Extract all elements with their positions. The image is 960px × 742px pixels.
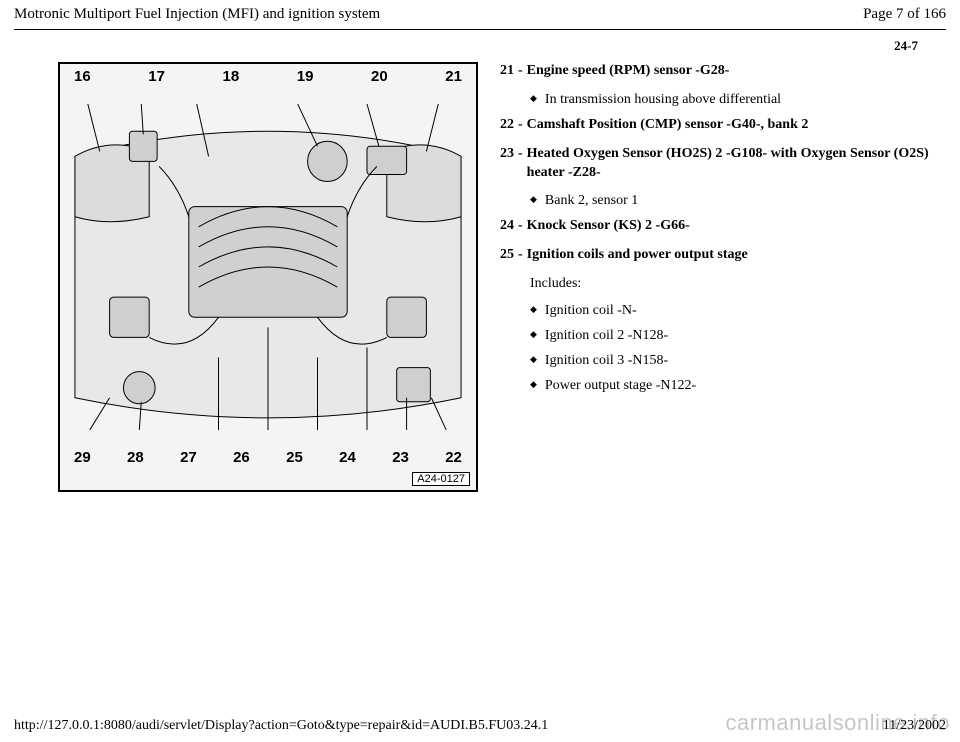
callout-sub-bullet: Power output stage -N122- [500, 377, 932, 396]
figure-label: 22 [445, 449, 462, 466]
figure-id: A24-0127 [412, 472, 470, 486]
figure-label: 17 [148, 68, 165, 85]
callout-dash: - [514, 62, 527, 81]
engine-figure: 16 17 18 19 20 21 [58, 62, 478, 492]
figure-top-labels: 16 17 18 19 20 21 [60, 64, 476, 89]
callout-sub-bullet: Ignition coil 2 -N128- [500, 327, 932, 346]
callout-dash: - [514, 217, 527, 236]
figure-label: 25 [286, 449, 303, 466]
page-footer: http://127.0.0.1:8080/audi/servlet/Displ… [0, 718, 960, 734]
callout-title: Camshaft Position (CMP) sensor -G40-, ba… [527, 116, 809, 135]
callout-item: 22 - Camshaft Position (CMP) sensor -G40… [500, 116, 932, 135]
callout-sub-bullet: Ignition coil 3 -N158- [500, 352, 932, 371]
callout-number: 24 [500, 217, 514, 236]
figure-label: 19 [297, 68, 314, 85]
engine-illustration [70, 96, 466, 438]
figure-label: 29 [74, 449, 91, 466]
callout-sub-plain: Includes: [500, 275, 932, 294]
engine-figure-box: 16 17 18 19 20 21 [58, 62, 478, 492]
callout-number: 25 [500, 246, 514, 265]
callout-number: 22 [500, 116, 514, 135]
callout-dash: - [514, 246, 527, 265]
callout-title: Heated Oxygen Sensor (HO2S) 2 -G108- wit… [527, 145, 932, 183]
callout-sub-bullet: In transmission housing above differenti… [500, 91, 932, 110]
figure-label: 21 [445, 68, 462, 85]
header-page-number: Page 7 of 166 [863, 6, 946, 23]
callout-number: 21 [500, 62, 514, 81]
callout-number: 23 [500, 145, 514, 183]
callout-item: 21 - Engine speed (RPM) sensor -G28- [500, 62, 932, 81]
callout-dash: - [514, 116, 527, 135]
callout-title: Knock Sensor (KS) 2 -G66- [527, 217, 690, 236]
figure-label: 26 [233, 449, 250, 466]
callout-title: Ignition coils and power output stage [527, 246, 748, 265]
callout-dash: - [514, 145, 527, 183]
callout-item: 24 - Knock Sensor (KS) 2 -G66- [500, 217, 932, 236]
callout-list: 21 - Engine speed (RPM) sensor -G28- In … [500, 62, 932, 492]
page: Motronic Multiport Fuel Injection (MFI) … [0, 0, 960, 742]
figure-label: 24 [339, 449, 356, 466]
callout-item: 25 - Ignition coils and power output sta… [500, 246, 932, 265]
header-title: Motronic Multiport Fuel Injection (MFI) … [14, 6, 380, 23]
figure-label: 27 [180, 449, 197, 466]
callout-sub-bullet: Ignition coil -N- [500, 302, 932, 321]
figure-label: 16 [74, 68, 91, 85]
figure-label: 28 [127, 449, 144, 466]
content-row: 16 17 18 19 20 21 [0, 62, 960, 492]
figure-label: 20 [371, 68, 388, 85]
footer-date: 11/23/2002 [883, 718, 946, 734]
figure-bottom-labels: 29 28 27 26 25 24 23 22 [60, 445, 476, 470]
callout-sub-bullet: Bank 2, sensor 1 [500, 192, 932, 211]
figure-label: 23 [392, 449, 409, 466]
section-number: 24-7 [0, 30, 960, 62]
callout-item: 23 - Heated Oxygen Sensor (HO2S) 2 -G108… [500, 145, 932, 183]
page-header: Motronic Multiport Fuel Injection (MFI) … [0, 0, 960, 27]
footer-url: http://127.0.0.1:8080/audi/servlet/Displ… [14, 718, 548, 734]
figure-label: 18 [223, 68, 240, 85]
callout-title: Engine speed (RPM) sensor -G28- [527, 62, 730, 81]
